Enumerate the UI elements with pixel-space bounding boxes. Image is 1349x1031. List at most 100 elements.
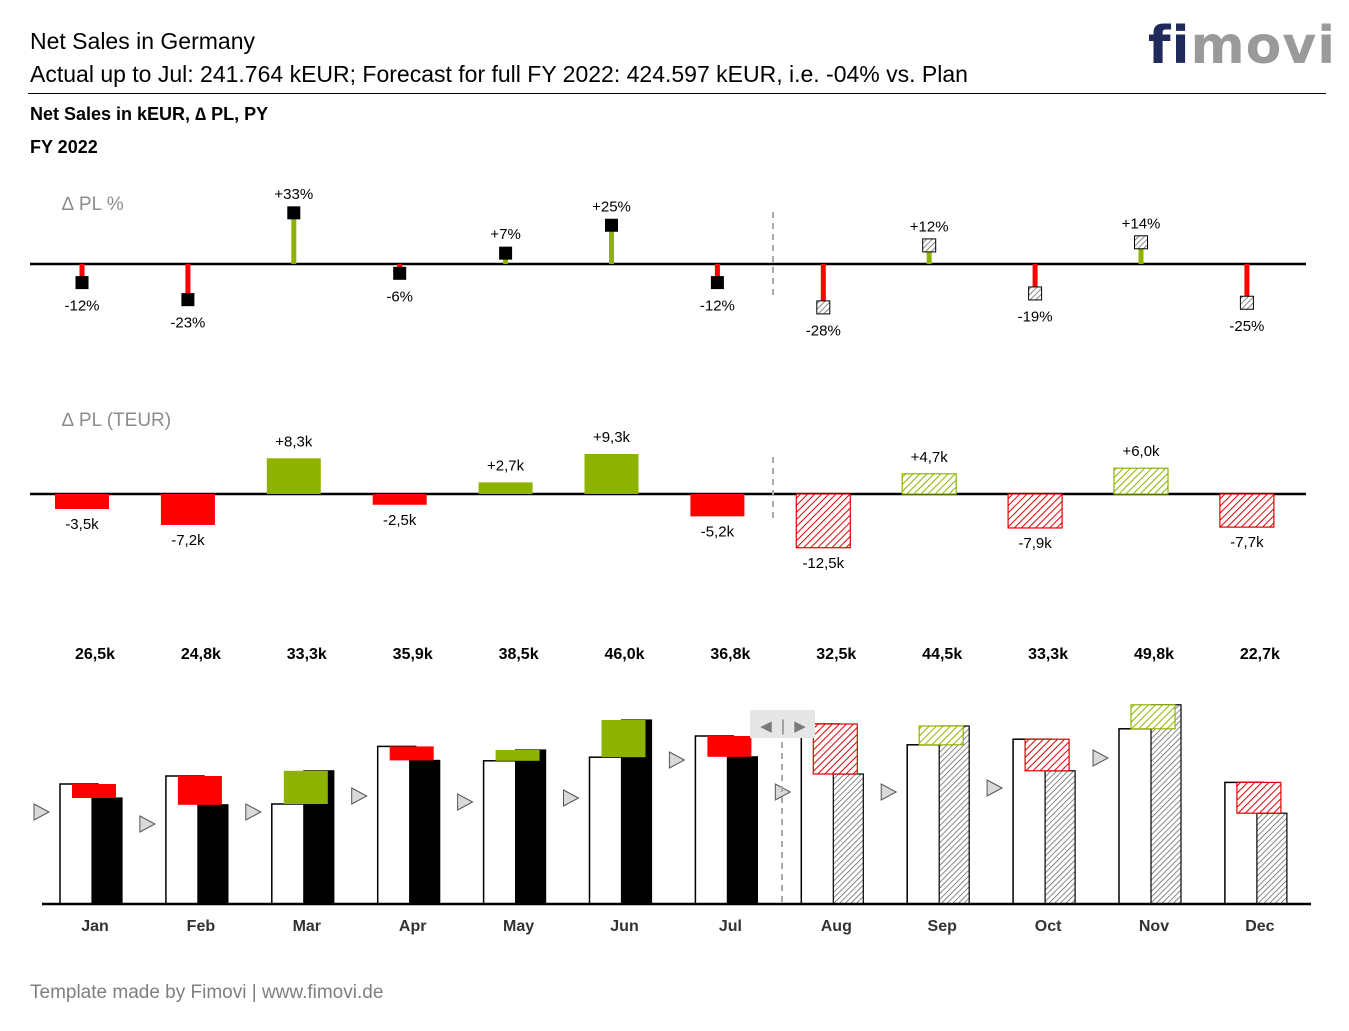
abs-variance-label: -7,9k <box>1018 535 1052 552</box>
variance-block <box>707 736 752 757</box>
nav-control[interactable]: ◀ | ▶ <box>750 710 815 738</box>
month-total-label: 36,8k <box>710 646 750 663</box>
forecast-bar <box>1150 704 1182 905</box>
abs-variance-label: +9,3k <box>593 429 631 446</box>
pct-variance-label: -25% <box>1229 318 1264 335</box>
forecast-bar <box>1044 770 1076 905</box>
py-marker-icon <box>1092 749 1110 767</box>
variance-block <box>1130 704 1176 730</box>
variance-block <box>177 776 222 805</box>
logo-part-2: movi <box>1190 16 1337 76</box>
actual-bar <box>726 756 759 905</box>
pct-variance-head <box>710 276 724 290</box>
nav-prev-icon[interactable]: ◀ <box>760 718 772 735</box>
panel-label-abs: ∆ PL (TEUR) <box>62 410 171 431</box>
pct-variance-pin <box>1032 264 1038 294</box>
month-axis-label: May <box>503 918 534 935</box>
month-total-label: 33,3k <box>1028 646 1068 663</box>
actual-bar <box>409 759 441 905</box>
py-marker-icon <box>351 787 368 805</box>
actual-bar <box>514 749 547 905</box>
month-total-label: 32,5k <box>816 646 856 663</box>
panel-label-pct: ∆ PL % <box>62 194 124 215</box>
variance-block <box>601 720 646 758</box>
pct-variance-head <box>605 218 618 232</box>
abs-variance-bar <box>1219 493 1275 528</box>
abs-variance-bar <box>584 454 639 494</box>
totals-row: 26,5k 24,8k 33,3k 35,9k 38,5k 46,0k 36,8k 32,5k… <box>75 646 1280 663</box>
month-axis-label: Apr <box>399 918 427 935</box>
month-total-label: 26,5k <box>75 646 115 663</box>
month-total-label: 24,8k <box>181 646 221 663</box>
abs-variance-label: +4,7k <box>911 449 949 466</box>
pct-variance-pin <box>79 264 85 283</box>
pct-variance-pin <box>714 264 720 283</box>
pct-variance-label: +12% <box>910 218 949 235</box>
month-axis-label: Oct <box>1035 918 1062 935</box>
pct-variance-panel: -12% -23% +33% -6% +7% +25% -12% -28% +12% -19% +1… <box>30 186 1306 339</box>
month-axis-label: Sep <box>928 918 958 935</box>
abs-variance-bar <box>795 493 851 549</box>
variance-block <box>812 723 858 775</box>
py-marker-icon <box>457 793 474 811</box>
abs-variance-label: -7,7k <box>1230 534 1264 551</box>
abs-variance-label: +8,3k <box>275 433 313 450</box>
pct-variance-pin <box>185 264 191 300</box>
nav-control-box[interactable] <box>750 710 815 738</box>
pct-variance-label: +33% <box>274 186 313 203</box>
month-axis-label: Mar <box>293 918 321 935</box>
abs-variance-bar <box>1113 467 1169 495</box>
header-divider <box>28 93 1326 94</box>
abs-variance-bar <box>478 482 533 494</box>
variance-block <box>389 746 434 761</box>
month-axis-label: Jan <box>81 918 109 935</box>
pct-variance-label: -19% <box>1018 308 1053 325</box>
abs-variance-bar <box>690 494 745 517</box>
pct-variance-head <box>75 276 89 290</box>
pct-variance-pin <box>820 264 826 308</box>
pct-variance-label: -28% <box>806 322 841 339</box>
month-total-label: 46,0k <box>604 646 644 663</box>
abs-variance-bar <box>266 458 321 494</box>
pct-variance-head <box>922 238 937 253</box>
nav-next-icon[interactable]: ▶ <box>794 718 806 735</box>
fimovi-logo: fimovi <box>1148 16 1336 76</box>
abs-variance-bar <box>160 494 215 525</box>
pct-variance-label: +14% <box>1122 215 1161 232</box>
month-axis-label: Dec <box>1245 918 1274 935</box>
pct-variance-head <box>181 293 195 307</box>
py-marker-icon <box>880 783 898 801</box>
abs-variance-label: +6,0k <box>1122 443 1160 460</box>
abs-variance-panel: -3,5k -7,2k +8,3k -2,5k +2,7k +9,3k -5,2k -12,5… <box>30 429 1306 572</box>
abs-variance-label: -2,5k <box>383 512 417 529</box>
variance-block <box>918 725 964 746</box>
pct-variance-pin <box>1138 242 1144 264</box>
logo-part-1: fi <box>1148 16 1191 76</box>
py-marker-icon <box>245 803 262 821</box>
forecast-bar <box>832 773 864 905</box>
chart-subtitle: Actual up to Jul: 241.764 kEUR; Forecast… <box>30 61 968 87</box>
abs-variance-label: +2,7k <box>487 457 525 474</box>
pct-variance-head <box>1239 295 1254 310</box>
abs-variance-label: -12,5k <box>802 555 844 572</box>
pct-variance-label: +25% <box>592 198 631 215</box>
pct-variance-head <box>816 300 831 315</box>
footer-credit: Template made by Fimovi | www.fimovi.de <box>30 982 384 1003</box>
month-total-label: 38,5k <box>499 646 539 663</box>
abs-variance-label: -7,2k <box>171 532 205 549</box>
month-axis-label: Jul <box>719 918 742 935</box>
pct-variance-pin <box>291 212 297 264</box>
nav-separator: | <box>781 718 785 735</box>
forecast-bar <box>1256 812 1288 905</box>
month-axis-label: Nov <box>1139 918 1169 935</box>
py-marker-icon <box>563 789 580 807</box>
abs-variance-label: -3,5k <box>65 516 99 533</box>
variance-block <box>72 784 116 798</box>
variance-block <box>283 770 328 804</box>
pct-variance-head <box>393 266 407 280</box>
month-axis-label: Jun <box>610 918 638 935</box>
abs-variance-label: -5,2k <box>701 523 735 540</box>
abs-variance-bar <box>1007 493 1063 529</box>
variance-block <box>495 750 540 761</box>
month-axis-label: Aug <box>821 918 852 935</box>
